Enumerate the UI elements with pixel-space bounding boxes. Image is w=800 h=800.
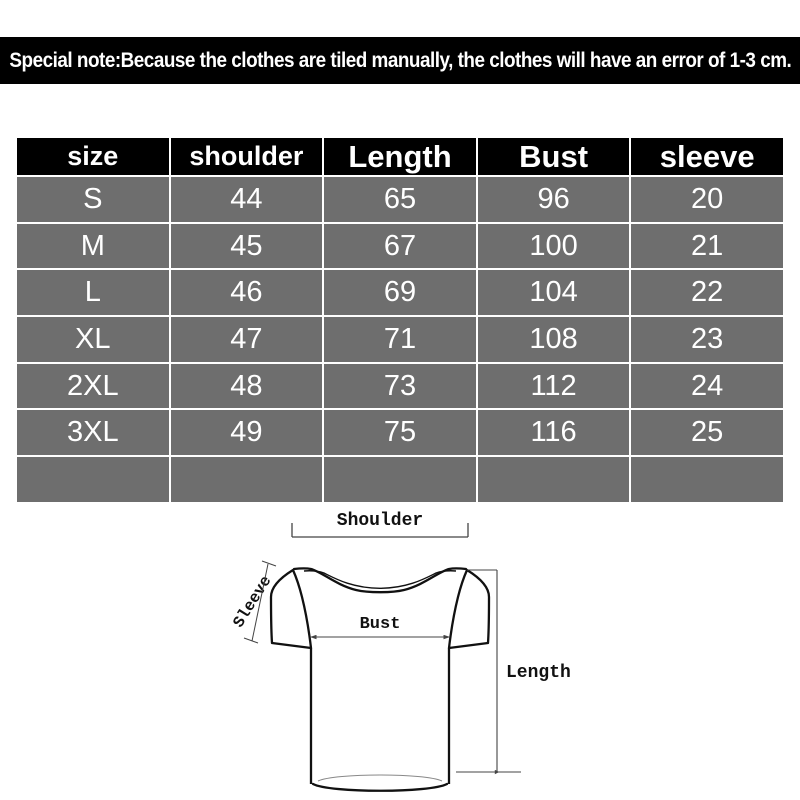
svg-text:Shoulder: Shoulder bbox=[337, 511, 423, 531]
svg-text:Sleeve: Sleeve bbox=[230, 573, 276, 631]
svg-text:Bust: Bust bbox=[360, 615, 401, 634]
svg-text:Length: Length bbox=[506, 663, 571, 683]
